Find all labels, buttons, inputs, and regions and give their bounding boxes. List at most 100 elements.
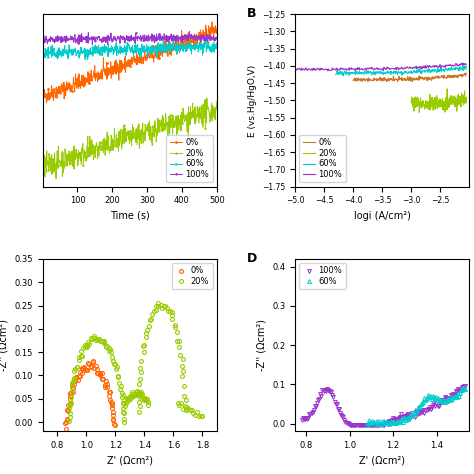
60% <box>143 47 148 53</box>
60% <box>84 51 90 56</box>
60% <box>172 46 177 52</box>
20% <box>156 120 162 126</box>
100% <box>299 418 304 423</box>
20% <box>459 90 465 96</box>
60% <box>71 49 76 55</box>
100% <box>464 62 469 67</box>
0% <box>75 377 81 383</box>
0% <box>64 419 69 424</box>
60% <box>119 48 125 54</box>
20% <box>441 99 447 105</box>
0% <box>73 379 78 384</box>
Line: 20%: 20% <box>42 98 218 180</box>
X-axis label: Time (s): Time (s) <box>110 211 150 221</box>
60% <box>333 72 338 78</box>
60% <box>40 50 46 56</box>
20% <box>214 99 219 104</box>
Line: 0%: 0% <box>63 359 118 452</box>
0% <box>350 78 356 83</box>
0% <box>351 77 356 82</box>
Line: 60%: 60% <box>336 66 466 76</box>
60% <box>462 63 468 69</box>
60% <box>452 65 457 71</box>
20% <box>409 100 414 105</box>
Line: 20%: 20% <box>411 89 466 112</box>
100% <box>354 423 359 428</box>
X-axis label: Z' (Ωcm²): Z' (Ωcm²) <box>359 456 405 465</box>
0% <box>446 73 452 78</box>
20% <box>417 109 422 115</box>
100% <box>353 68 358 74</box>
60% <box>387 420 392 426</box>
20% <box>171 118 177 124</box>
60% <box>333 71 339 77</box>
100% <box>156 36 162 41</box>
0% <box>464 70 469 76</box>
100% <box>348 423 354 428</box>
0% <box>40 92 46 98</box>
20% <box>53 176 59 182</box>
60% <box>383 419 389 425</box>
Y-axis label: -Z'' (Ωcm²): -Z'' (Ωcm²) <box>0 319 9 371</box>
60% <box>457 390 463 395</box>
100% <box>385 419 391 425</box>
100% <box>171 38 177 44</box>
20% <box>114 366 119 372</box>
20% <box>121 419 127 425</box>
60% <box>161 36 166 42</box>
0% <box>91 365 97 371</box>
Legend: 0%, 20%, 60%, 100%: 0%, 20%, 60%, 100% <box>166 135 213 182</box>
20% <box>181 383 187 389</box>
100% <box>398 66 403 72</box>
X-axis label: Z' (Ωcm²): Z' (Ωcm²) <box>107 456 153 465</box>
20% <box>141 342 147 347</box>
Line: 0%: 0% <box>42 21 218 103</box>
20% <box>455 101 461 107</box>
0% <box>453 73 459 78</box>
0% <box>143 54 148 60</box>
20% <box>167 309 173 314</box>
0% <box>210 19 215 25</box>
Line: 20%: 20% <box>67 301 204 424</box>
Legend: 100%, 60%: 100%, 60% <box>299 263 346 290</box>
20% <box>409 97 414 103</box>
20% <box>119 146 125 152</box>
100% <box>84 37 90 43</box>
20% <box>71 143 77 149</box>
20% <box>464 96 469 102</box>
0% <box>171 47 177 53</box>
100% <box>394 64 400 70</box>
0% <box>44 100 49 106</box>
0% <box>112 447 118 453</box>
100% <box>448 63 454 68</box>
100% <box>293 67 299 73</box>
0% <box>71 81 77 87</box>
20% <box>155 301 161 306</box>
100% <box>459 60 465 66</box>
Line: 100%: 100% <box>42 31 218 46</box>
60% <box>464 64 469 69</box>
100% <box>119 36 125 41</box>
100% <box>187 28 192 34</box>
0% <box>420 74 426 80</box>
100% <box>90 42 95 47</box>
60% <box>364 422 370 428</box>
60% <box>443 66 449 72</box>
60% <box>460 385 466 391</box>
Line: 100%: 100% <box>300 384 467 428</box>
60% <box>411 68 417 74</box>
100% <box>413 410 419 415</box>
100% <box>392 416 398 421</box>
0% <box>418 74 424 80</box>
0% <box>91 358 96 364</box>
0% <box>62 445 67 450</box>
Line: 60%: 60% <box>365 386 467 427</box>
0% <box>418 75 423 81</box>
X-axis label: logi (A/cm²): logi (A/cm²) <box>354 211 410 221</box>
100% <box>462 383 468 389</box>
20% <box>76 355 82 360</box>
60% <box>85 56 91 62</box>
60% <box>454 394 460 400</box>
20% <box>69 388 74 393</box>
20% <box>200 413 205 419</box>
